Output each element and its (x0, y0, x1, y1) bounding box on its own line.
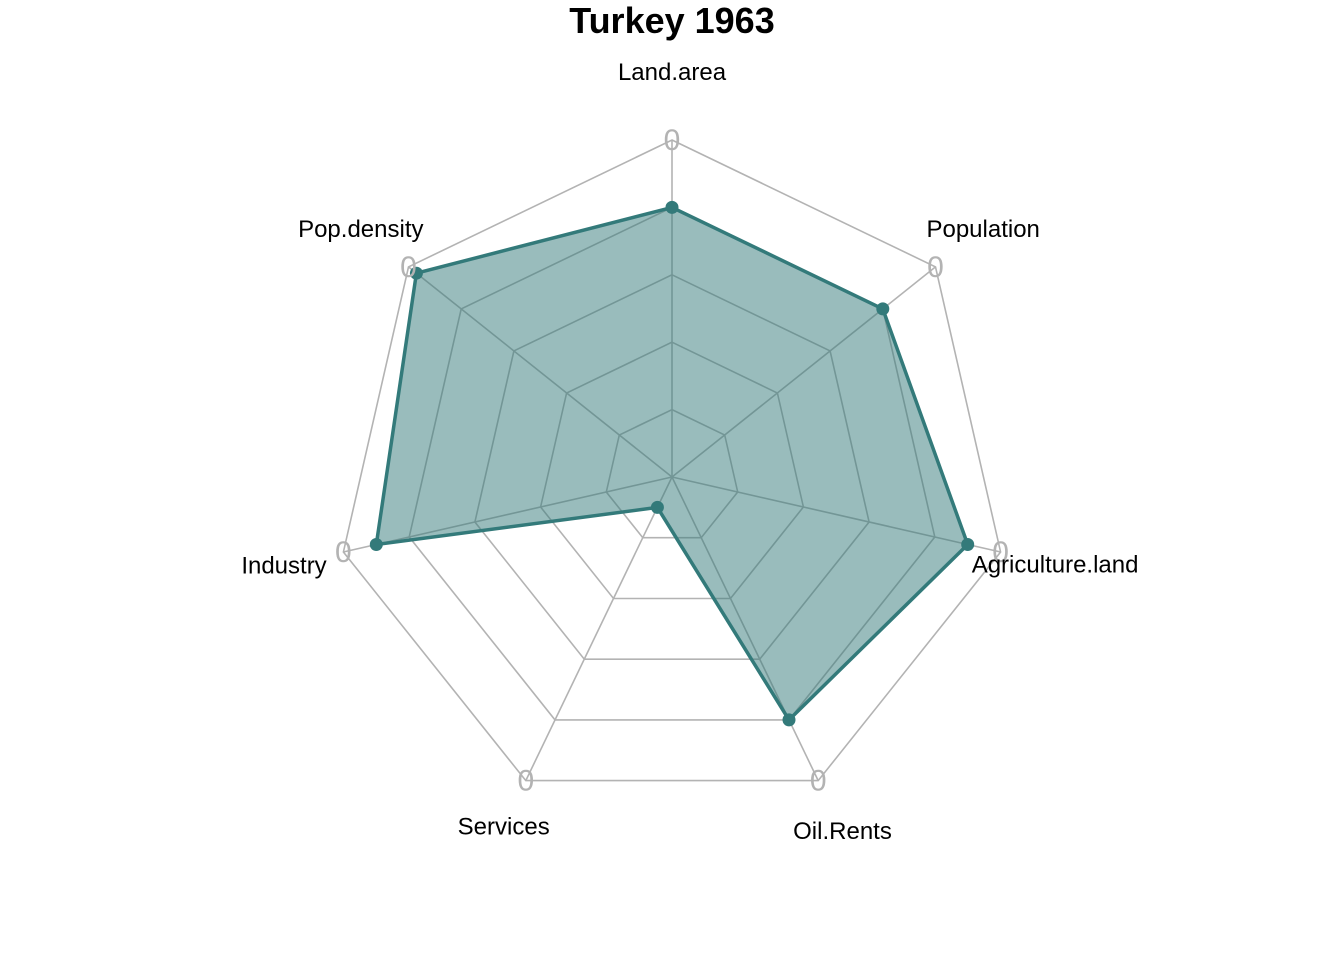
ring-label-4: 0 (517, 765, 534, 798)
data-point-Oil.Rents (782, 713, 796, 727)
axis-label-population: Population (926, 216, 1039, 243)
series-layer (369, 200, 975, 727)
data-point-Pop.density (409, 266, 423, 280)
axis-spoke-4 (525, 476, 673, 781)
data-point-Services (650, 500, 664, 514)
ring-label-1: 0 (927, 251, 944, 284)
ring-label-0: 0 (664, 124, 681, 157)
axis-label-agriculture-land: Agriculture.land (972, 552, 1139, 579)
axis-label-services: Services (458, 814, 550, 841)
ring-label-2: 0 (992, 536, 1009, 569)
grid-ring-5 (342, 139, 1002, 782)
ring-label-3: 0 (810, 765, 827, 798)
axis-labels: 0 0 0 0 0 0 0 Land.area Population Agriculture.la… (241, 59, 1138, 845)
ring-label-5: 0 (335, 536, 352, 569)
axis-label-oil-rents: Oil.Rents (793, 818, 892, 845)
chart-title: Turkey 1963 (569, 0, 774, 41)
data-point-Land.area (665, 200, 679, 214)
data-point-Agriculture.land (961, 538, 975, 551)
data-point-Population (876, 302, 890, 316)
series-polygon-0 (374, 205, 970, 722)
axis-label-industry: Industry (241, 553, 326, 580)
axis-label-pop-density: Pop.density (298, 216, 423, 243)
data-point-Industry (369, 538, 383, 551)
axis-label-land-area: Land.area (618, 59, 727, 86)
ring-label-6: 0 (400, 251, 417, 284)
